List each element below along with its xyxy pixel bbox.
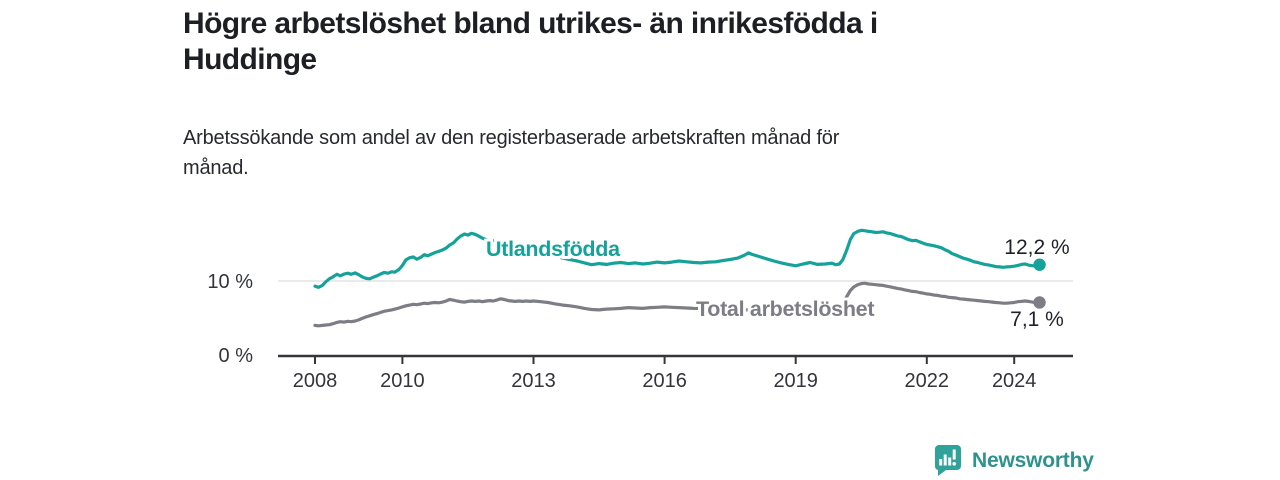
y-tick-label: 0 % — [219, 345, 254, 367]
series-end-value-label: 7,1 % — [1010, 308, 1064, 331]
x-tick-label: 2008 — [293, 370, 338, 392]
series-line-utlandsfodda — [313, 228, 1042, 289]
series-line-total — [313, 281, 1042, 328]
x-tick-label: 2013 — [511, 370, 556, 392]
x-tick-label: 2016 — [642, 370, 687, 392]
page-title-line1: Högre arbetslöshet bland utrikes- än inr… — [183, 7, 878, 40]
brand-logo: Newsworthy — [932, 444, 1094, 477]
x-tick-label: 2024 — [992, 370, 1037, 392]
x-tick-label: 2022 — [905, 370, 950, 392]
page-subtitle: Arbetssökande som andel av den registerb… — [183, 123, 839, 183]
page-subtitle-line2: månad. — [183, 157, 249, 179]
series-end-value-label: 12,2 % — [1004, 236, 1069, 259]
series-end-dot — [1033, 258, 1046, 271]
page-subtitle-line1: Arbetssökande som andel av den registerb… — [183, 127, 840, 149]
x-tick-label: 2010 — [380, 370, 425, 392]
y-tick-label: 10 % — [207, 271, 253, 293]
newsworthy-icon — [934, 445, 961, 476]
page-title-line2: Huddinge — [183, 43, 317, 76]
x-tick-label: 2019 — [773, 370, 818, 392]
page-title: Högre arbetslöshet bland utrikes- än inr… — [183, 6, 878, 78]
series-label-utlandsfodda: Utlandsfödda — [486, 237, 621, 261]
series-end-dot — [1033, 296, 1046, 309]
brand-name: Newsworthy — [972, 448, 1094, 472]
series-label-total: Total arbetslöshet — [696, 297, 874, 321]
